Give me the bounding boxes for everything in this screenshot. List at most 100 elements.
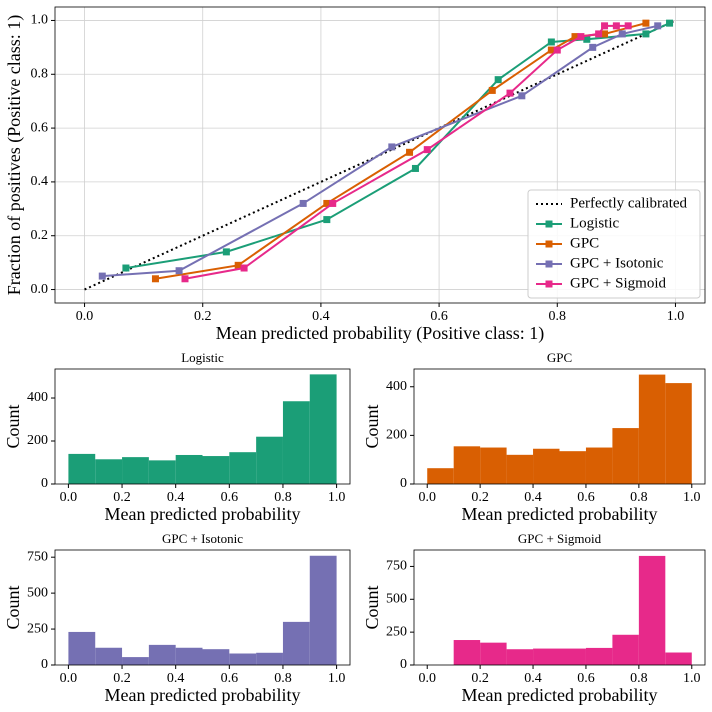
x-tick-label: 0.0 — [60, 490, 78, 505]
y-tick-label: 200 — [27, 433, 48, 448]
marker — [571, 33, 579, 41]
y-tick-label: 0.4 — [31, 174, 49, 189]
legend-label: Logistic — [570, 215, 620, 231]
bar — [506, 649, 534, 665]
series-line — [84, 19, 676, 291]
y-tick-label: 0 — [41, 476, 48, 491]
x-tick-label: 0.8 — [549, 309, 567, 324]
bar — [202, 456, 230, 484]
y-tick-label: 0.0 — [31, 282, 49, 297]
bar — [480, 447, 507, 484]
marker — [642, 19, 650, 27]
bar — [665, 652, 692, 665]
subplot-title: GPC — [547, 350, 572, 365]
x-tick-label: 0.6 — [577, 490, 595, 505]
y-tick-label: 200 — [386, 428, 407, 443]
bar — [202, 649, 230, 665]
marker — [577, 33, 585, 41]
marker — [553, 46, 561, 54]
x-tick-label: 0.4 — [524, 671, 542, 686]
axes-frame — [54, 549, 351, 666]
bar — [533, 648, 560, 665]
bar — [665, 383, 692, 484]
marker — [494, 76, 502, 84]
y-tick-label: 0.6 — [31, 120, 49, 135]
y-tick-label: 400 — [27, 390, 48, 405]
subplot-title: GPC + Isotonic — [162, 531, 243, 546]
bar — [175, 454, 203, 484]
bar — [309, 555, 337, 665]
x-tick-label: 0.8 — [630, 490, 648, 505]
bar — [559, 648, 586, 665]
x-tick-label: 0.4 — [167, 671, 185, 686]
marker — [411, 164, 419, 172]
bar — [282, 401, 310, 484]
marker — [299, 199, 307, 207]
x-axis-label: Mean predicted probability — [462, 504, 658, 524]
subplot: 0.0 0.2 0.4 0.6 0.8 1.0 0 200 400 Logistic Mean pr… — [3, 350, 351, 524]
y-tick-label: 400 — [386, 379, 407, 394]
x-tick-label: 0.4 — [167, 490, 185, 505]
x-tick-label: 0.8 — [274, 671, 292, 686]
y-tick-label: 0.2 — [31, 228, 49, 243]
marker — [624, 22, 632, 30]
subplot-title: GPC + Sigmoid — [518, 531, 602, 546]
x-tick-label: 0.2 — [471, 671, 489, 686]
marker — [323, 199, 331, 207]
x-axis-label: Mean predicted probability — [462, 685, 658, 705]
legend-label: GPC — [570, 235, 599, 251]
y-axis-label: Count — [362, 585, 382, 629]
y-tick-label: 250 — [27, 621, 48, 636]
x-tick-label: 0.0 — [76, 309, 94, 324]
marker — [583, 35, 591, 43]
bar — [122, 457, 149, 484]
x-tick-label: 0.0 — [418, 490, 436, 505]
x-tick-label: 0.2 — [113, 490, 131, 505]
y-tick-label: 0 — [400, 657, 407, 672]
x-tick-label: 0.4 — [524, 490, 542, 505]
y-axis-label: Count — [362, 404, 382, 448]
marker — [666, 19, 674, 27]
y-tick-label: 0 — [41, 657, 48, 672]
x-tick-label: 0.2 — [194, 309, 212, 324]
y-axis-label: Count — [3, 404, 23, 448]
subplot: 0.0 0.2 0.4 0.6 0.8 1.0 0 250 500 750 GPC + Isoton… — [3, 531, 351, 705]
bar — [559, 451, 586, 484]
marker — [234, 261, 242, 269]
marker — [518, 92, 526, 100]
bar — [68, 453, 96, 484]
subplot-title: Logistic — [181, 350, 224, 365]
y-axis-label: Count — [3, 585, 23, 629]
bar — [427, 468, 454, 484]
marker — [151, 275, 159, 283]
y-tick-label: 750 — [27, 549, 48, 564]
bar — [229, 452, 257, 484]
legend-marker — [545, 220, 553, 228]
legend-marker — [545, 280, 553, 288]
marker — [388, 143, 396, 151]
marker — [181, 275, 189, 283]
marker — [654, 22, 662, 30]
x-axis-label: Mean predicted probability — [105, 504, 301, 524]
bar — [453, 640, 481, 665]
marker — [222, 248, 230, 256]
bar — [453, 446, 481, 484]
bar — [638, 374, 666, 484]
marker — [98, 272, 106, 280]
marker — [642, 30, 650, 38]
subplot: 0.0 0.2 0.4 0.6 0.8 1.0 0 200 400 GPC Mean predict… — [362, 350, 706, 524]
y-tick-label: 500 — [27, 585, 48, 600]
bar — [309, 374, 337, 484]
y-tick-label: 500 — [386, 592, 407, 607]
marker — [547, 38, 555, 46]
bar — [506, 454, 534, 484]
marker — [122, 264, 130, 272]
marker — [601, 30, 609, 38]
bar — [68, 631, 96, 665]
marker — [240, 264, 248, 272]
axes-frame — [413, 549, 706, 666]
bar — [612, 634, 639, 665]
x-tick-label: 0.6 — [221, 490, 239, 505]
x-tick-label: 0.4 — [312, 309, 330, 324]
